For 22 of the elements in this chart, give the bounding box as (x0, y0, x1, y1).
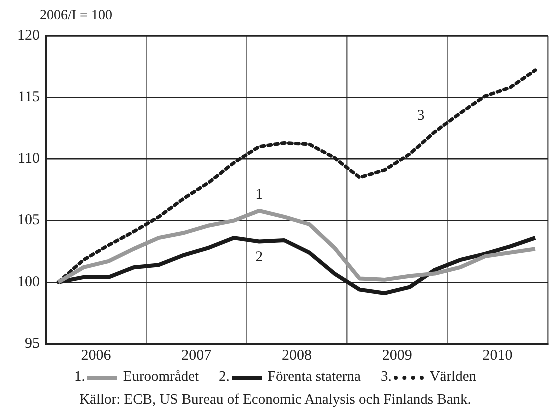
annotation: 2 (256, 250, 264, 266)
x-tick-label: 2009 (382, 348, 412, 364)
text: 2. (219, 369, 230, 385)
text: 3. (380, 369, 392, 385)
x-tick-label: 2006 (81, 348, 112, 364)
y-tick-label: 115 (18, 90, 40, 106)
x-tick-label: 2007 (182, 348, 212, 364)
y-tick-label: 100 (18, 274, 40, 290)
text: Källor: ECB, US Bureau of Economic Analysis och Finlands Bank. (78, 392, 472, 409)
y-tick-label: 120 (18, 28, 40, 44)
x-tick-label: 2010 (482, 348, 513, 364)
annotation: 3 (417, 108, 425, 124)
y-axis-title: 2006/I = 100 (40, 8, 112, 24)
legend-label: Förenta staterna (268, 369, 361, 385)
y-tick-label: 95 (25, 336, 40, 352)
annotation: 1 (256, 186, 264, 203)
legend-label: Världen (430, 369, 477, 385)
text: 1. (74, 369, 86, 385)
x-tick-label: 2008 (282, 348, 312, 364)
legend-label: Euroområdet (123, 369, 200, 385)
y-tick-label: 105 (18, 212, 40, 229)
y-tick-label: 110 (18, 151, 40, 168)
